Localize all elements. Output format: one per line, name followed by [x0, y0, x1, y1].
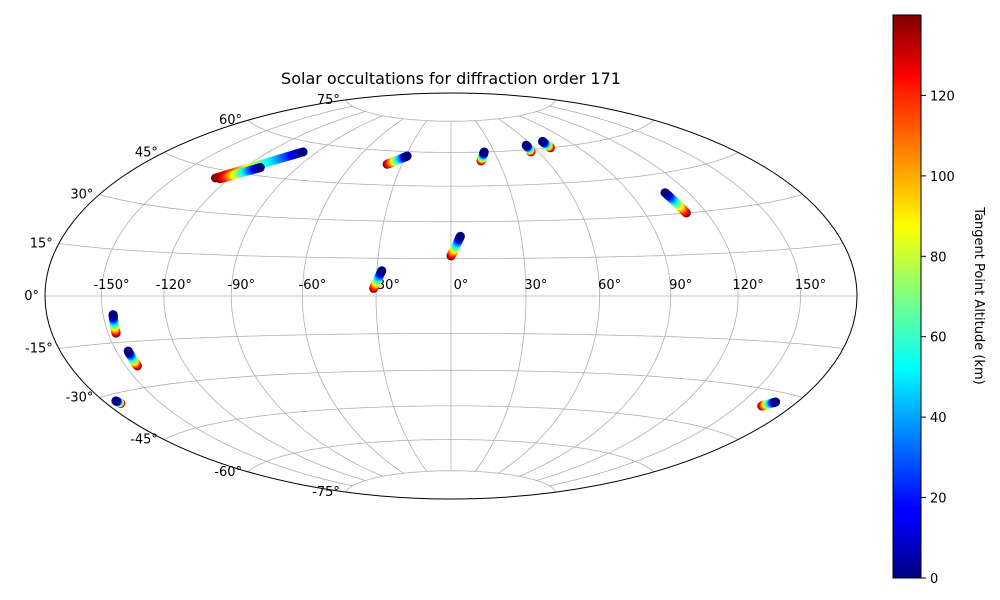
occultation-track [660, 188, 691, 218]
map-boundary [44, 92, 858, 500]
occultation-track [476, 147, 489, 166]
occultation-track [111, 396, 126, 408]
latitude-tick-label: 30° [70, 188, 93, 203]
longitude-tick-label: 0° [454, 278, 469, 293]
occultation-track [215, 163, 265, 184]
chart-title: Solar occultations for diffraction order… [281, 69, 621, 88]
latitude-tick-labels: 75° 60° 45° 30° 15° 0° -15° -30° -45° -60° -75° [24, 93, 340, 500]
colorbar: 0 20 40 60 80 100 120 Tangent Point Altitude (… [892, 14, 986, 587]
occultation-tracks [108, 136, 781, 411]
colorbar-tick-label: 120 [930, 89, 955, 104]
parallel-line [99, 369, 803, 398]
track-point [377, 266, 387, 276]
latitude-tick-label: -60° [214, 465, 242, 480]
occultation-track [382, 151, 412, 169]
colorbar-tick-label: 0 [930, 572, 938, 587]
parallel-line [247, 439, 655, 473]
track-point [123, 346, 133, 356]
longitude-tick-label: 30° [524, 278, 547, 293]
track-point [660, 188, 670, 198]
longitude-tick-label: 150° [795, 278, 826, 293]
track-point [479, 147, 489, 157]
latitude-tick-label: -30° [66, 391, 94, 406]
parallel-line [345, 470, 557, 493]
track-point [402, 151, 412, 161]
colorbar-tick-label: 100 [930, 170, 955, 185]
colorbar-ticks: 0 20 40 60 80 100 120 [921, 89, 955, 587]
track-point [111, 396, 121, 406]
track-point [455, 231, 465, 241]
colorbar-tick-label: 60 [930, 331, 947, 346]
occultation-track [108, 310, 121, 338]
colorbar-gradient [892, 14, 922, 579]
latitude-tick-label: -75° [312, 485, 340, 500]
longitude-tick-label: -120° [156, 278, 192, 293]
latitude-tick-label: 15° [30, 237, 53, 252]
longitude-tick-label: -150° [93, 278, 129, 293]
track-point [771, 397, 781, 407]
latitude-tick-label: 45° [135, 146, 158, 161]
track-point [108, 310, 118, 320]
longitude-tick-label: 90° [669, 278, 692, 293]
occultation-track [538, 136, 555, 153]
occultation-track [123, 346, 142, 371]
occultation-track [369, 266, 387, 293]
track-point [298, 147, 308, 157]
latitude-tick-label: -15° [25, 342, 53, 357]
parallel-line [345, 99, 557, 122]
track-point [521, 140, 531, 150]
track-point [255, 163, 265, 172]
occultation-track [521, 140, 536, 157]
track-point [538, 136, 547, 146]
longitude-tick-label: 60° [598, 278, 621, 293]
latitude-tick-label: 75° [317, 93, 340, 108]
longitude-tick-labels: -150° -120° -90° -60° -30° 0° 30° 60° 90° 120° 150… [93, 278, 826, 293]
longitude-tick-label: -90° [227, 278, 255, 293]
parallel-line [58, 333, 844, 349]
occultation-track [446, 231, 465, 261]
latitude-tick-label: 60° [219, 113, 242, 128]
map-grid [45, 99, 857, 493]
colorbar-tick-label: 40 [930, 411, 947, 426]
latitude-tick-label: 0° [24, 289, 39, 304]
longitude-tick-label: 120° [732, 278, 763, 293]
longitude-tick-label: -60° [299, 278, 327, 293]
occultation-track [757, 397, 781, 411]
parallel-line [99, 194, 803, 223]
latitude-tick-label: -45° [130, 433, 158, 448]
colorbar-tick-label: 80 [930, 250, 947, 265]
parallel-line [247, 119, 655, 153]
parallel-line [163, 405, 739, 440]
colorbar-label: Tangent Point Altitude (km) [971, 206, 986, 384]
colorbar-tick-label: 20 [930, 492, 947, 507]
